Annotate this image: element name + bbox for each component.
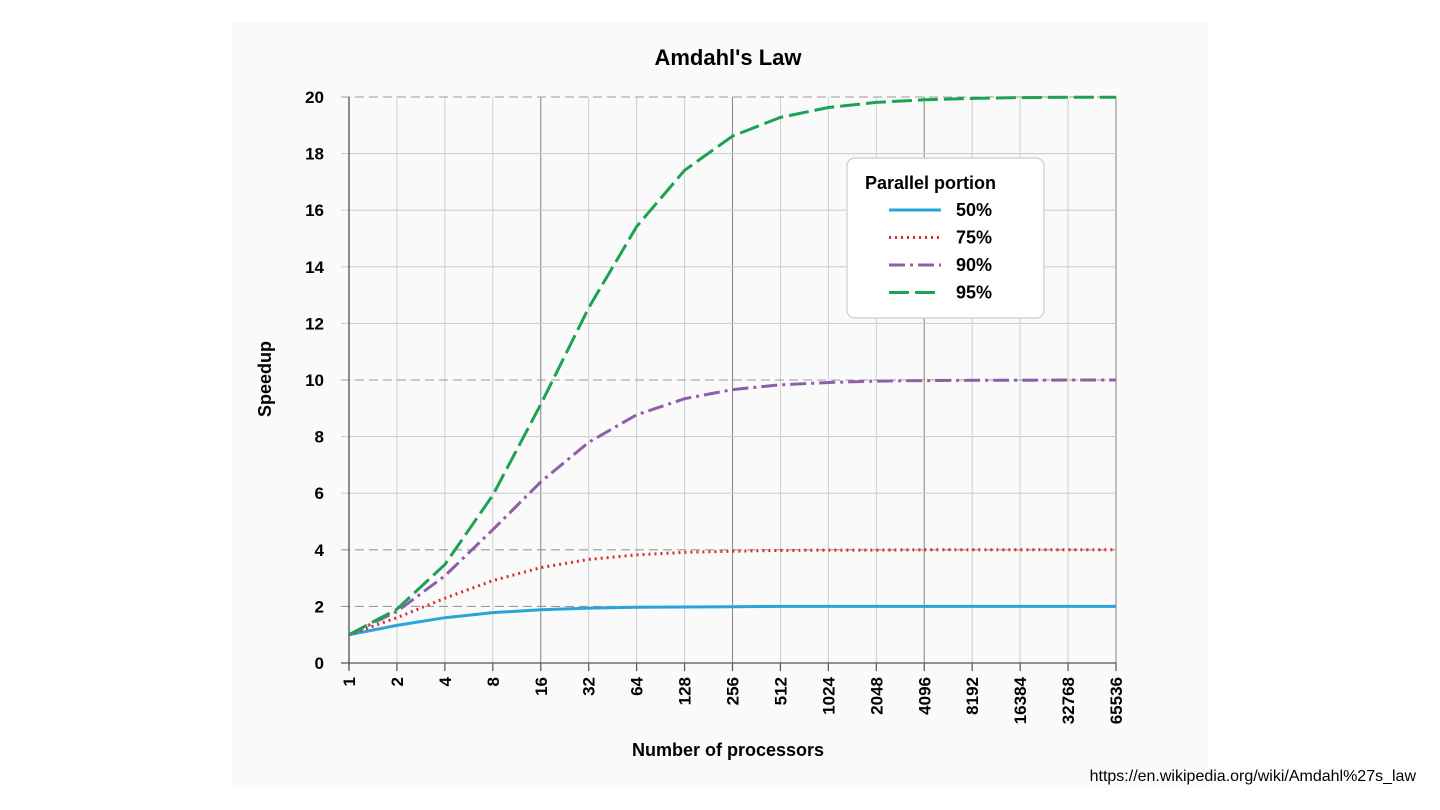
x-tick-label: 2048 [867,677,886,715]
y-tick-label: 6 [315,484,324,503]
y-tick-label: 12 [305,314,324,333]
y-tick-label: 18 [305,145,324,164]
x-tick-label: 2 [388,677,407,686]
x-tick-label: 8192 [963,677,982,715]
y-tick-label: 8 [315,428,324,447]
legend-label: 90% [956,255,992,275]
x-tick-label: 4 [436,676,455,686]
chart-title: Amdahl's Law [654,45,802,70]
y-tick-label: 4 [315,541,325,560]
y-axis-label: Speedup [255,341,275,417]
series-line-90pct [348,378,1116,637]
legend-label: 75% [956,228,992,248]
series-lines [348,95,1116,637]
x-tick-label: 4096 [915,677,934,715]
y-tick-label: 14 [305,258,324,277]
legend-title: Parallel portion [865,173,996,193]
chart-panel: Amdahl's Law Speedup Number of processor… [232,22,1208,788]
y-tick-label: 2 [315,597,324,616]
y-tick-label: 20 [305,88,324,107]
legend-box [846,157,1045,319]
x-tick-label: 16384 [1011,676,1030,724]
series-line-50pct [348,604,1116,637]
series-line-75pct [348,548,1116,637]
amdahl-chart: Amdahl's Law Speedup Number of processor… [255,45,1126,760]
x-tick-label: 32768 [1059,677,1078,724]
x-tick-label: 16 [532,677,551,696]
y-tick-label: 10 [305,371,324,390]
x-tick-label: 1 [340,677,359,686]
source-link[interactable]: https://en.wikipedia.org/wiki/Amdahl%27s… [1089,768,1416,785]
legend-label: 95% [956,283,992,303]
legend-label: 50% [956,200,992,220]
y-tick-label: 0 [315,654,324,673]
series-line-95pct [348,95,1116,637]
x-tick-label: 512 [771,677,790,705]
x-tick-label: 128 [676,677,695,705]
y-tick-label: 16 [305,201,324,220]
x-tick-label: 1024 [819,676,838,714]
x-tick-label: 65536 [1107,677,1126,724]
x-tick-label: 32 [580,677,599,696]
x-tick-label: 64 [628,676,647,695]
x-axis-label: Number of processors [632,740,824,760]
legend: Parallel portion 50% 75% 90% 95% [846,157,1045,319]
x-tick-label: 8 [484,677,503,686]
x-tick-label: 256 [724,677,743,705]
